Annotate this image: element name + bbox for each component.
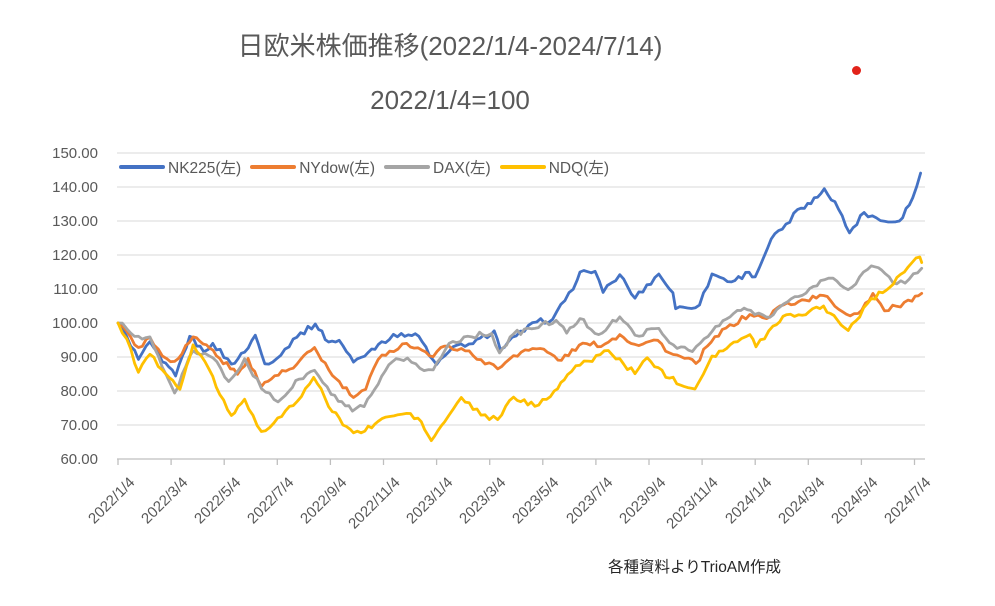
legend-item-nk225: NK225(左): [119, 156, 241, 178]
y-axis-label: 90.00: [60, 348, 98, 366]
legend-label-dax: DAX(左): [433, 160, 491, 177]
chart-subtitle: 2022/1/4=100: [370, 85, 530, 115]
legend-label-nydow: NYdow(左): [299, 160, 376, 177]
series-line-nydow: [116, 292, 924, 399]
y-axis-label: 130.00: [52, 212, 98, 230]
legend-item-ndq: NDQ(左): [499, 156, 609, 178]
series-line-nk225: [116, 171, 922, 378]
y-axis-label: 100.00: [52, 314, 98, 332]
legend-item-dax: DAX(左): [384, 156, 491, 178]
y-axis-label: 60.00: [60, 450, 98, 468]
legend-label-nk225: NK225(左): [168, 160, 242, 177]
red-dot-marker: [852, 66, 861, 75]
legend-swatch-ndq: [499, 164, 546, 170]
legend-swatch-nydow: [250, 164, 297, 170]
legend-item-nydow: NYdow(左): [250, 156, 375, 178]
y-axis-label: 150.00: [52, 144, 98, 162]
legend-swatch-dax: [384, 164, 431, 170]
y-axis-label: 140.00: [52, 178, 98, 196]
chart-title: 日欧米株価推移(2022/1/4-2024/7/14): [237, 31, 663, 61]
legend-label-ndq: NDQ(左): [548, 160, 609, 177]
series-line-ndq: [116, 255, 924, 442]
y-axis-label: 70.00: [60, 416, 98, 434]
series-line-dax: [116, 264, 924, 413]
y-axis-label: 80.00: [60, 382, 98, 400]
y-axis-label: 110.00: [53, 280, 98, 298]
legend-swatch-nk225: [119, 164, 165, 170]
y-axis-label: 120.00: [52, 246, 98, 264]
source-note: 各種資料よりTrioAM作成: [608, 559, 782, 576]
chart-legend: NK225(左) NYdow(左) DAX(左) NDQ(左): [119, 156, 609, 178]
